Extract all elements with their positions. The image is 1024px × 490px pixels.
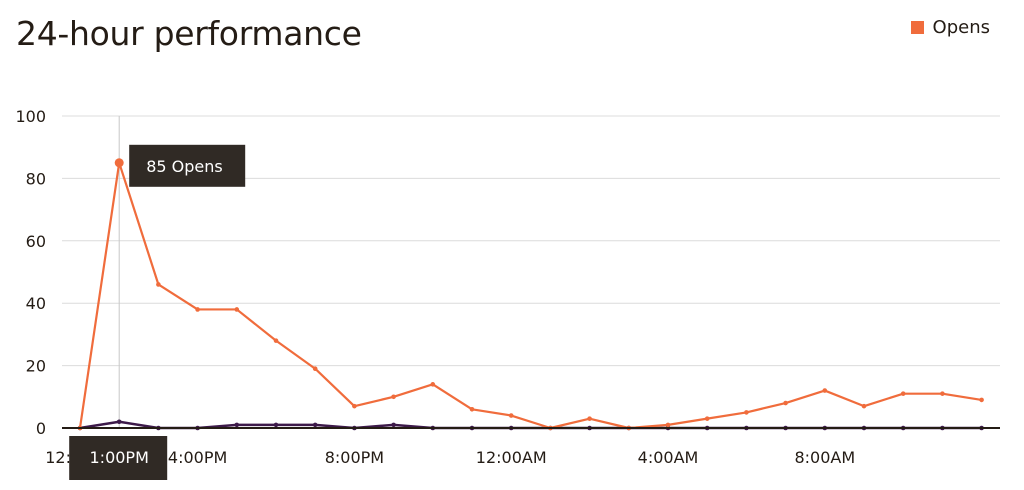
data-point-opens[interactable]	[940, 391, 945, 396]
tooltip-time-background	[69, 436, 168, 480]
data-point-opens[interactable]	[861, 403, 867, 409]
data-point-opens[interactable]	[195, 307, 200, 312]
tooltip-time-text: 1:00PM	[90, 448, 149, 467]
data-point-opens[interactable]	[114, 158, 124, 168]
data-point-secondary[interactable]	[234, 422, 240, 428]
data-point-secondary[interactable]	[312, 422, 318, 428]
data-point-opens[interactable]	[783, 400, 788, 406]
y-tick-label: 0	[36, 419, 46, 438]
legend-label-opens: Opens	[932, 17, 990, 38]
data-point-opens[interactable]	[469, 406, 475, 412]
data-point-opens[interactable]	[391, 394, 396, 400]
data-point-opens[interactable]	[312, 366, 318, 372]
x-tick-label: 8:00PM	[325, 448, 384, 467]
chart-legend[interactable]: Opens	[910, 17, 990, 38]
data-point-opens[interactable]	[234, 307, 240, 312]
data-point-opens[interactable]	[273, 338, 279, 343]
tooltip-value-text: 85 Opens	[146, 157, 223, 176]
x-tick-label: 4:00PM	[168, 448, 227, 467]
data-point-opens[interactable]	[665, 422, 671, 428]
data-point-opens[interactable]	[704, 416, 710, 421]
x-tick-label: 8:00AM	[794, 448, 855, 467]
data-point-opens[interactable]	[744, 410, 749, 415]
data-point-opens[interactable]	[508, 413, 514, 418]
tooltip-value-background	[129, 144, 246, 187]
x-tick-label: 4:00AM	[638, 448, 699, 467]
x-tick-label: 12:00AM	[476, 448, 547, 467]
series-layer	[77, 158, 984, 431]
data-point-opens[interactable]	[352, 403, 357, 409]
legend-swatch-opens	[910, 21, 924, 34]
y-tick-label: 20	[26, 357, 46, 376]
data-point-secondary[interactable]	[391, 422, 396, 428]
data-point-opens[interactable]	[822, 388, 828, 393]
tooltip-value: 85 Opens	[129, 144, 246, 187]
data-point-opens[interactable]	[900, 391, 906, 396]
data-point-opens[interactable]	[430, 382, 436, 387]
data-point-secondary[interactable]	[116, 419, 122, 425]
y-tick-label: 100	[15, 107, 46, 126]
data-point-opens[interactable]	[979, 397, 984, 403]
y-tick-label: 60	[26, 232, 46, 251]
y-tick-label: 80	[26, 169, 46, 188]
data-point-opens[interactable]	[156, 282, 161, 287]
data-point-opens[interactable]	[587, 416, 592, 421]
y-tick-label: 40	[26, 294, 46, 313]
y-axis-ticks: 0 20 40 60 80 100	[15, 107, 46, 438]
page-title: 24-hour performance	[16, 14, 362, 53]
data-point-secondary[interactable]	[273, 422, 279, 428]
tooltip-time: 1:00PM	[69, 436, 168, 480]
series-line-opens	[78, 161, 982, 430]
